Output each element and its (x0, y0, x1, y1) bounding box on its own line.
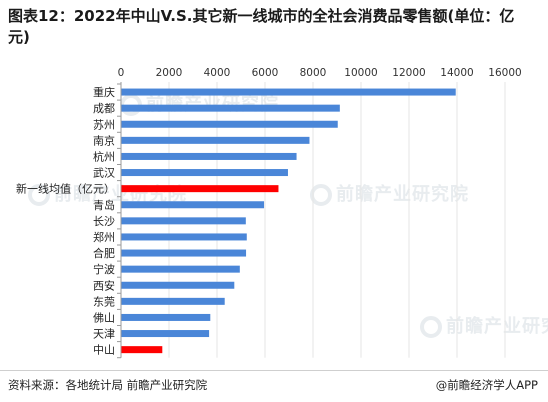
category-label: 杭州 (93, 149, 115, 163)
footer: 资料来源：各地统计局 前瞻产业研究院 @前瞻经济学人APP (0, 370, 548, 395)
x-tick-label: 6000 (252, 67, 279, 79)
bar-chart: 0 2000 4000 6000 8000 10000 12000 14000 16000 重庆成… (16, 67, 522, 359)
x-tick-label: 14000 (440, 67, 473, 79)
bar (121, 217, 246, 225)
watermark: 前瞻产业研究院 (420, 312, 548, 338)
x-tick-label: 12000 (392, 67, 425, 79)
category-label: 西安 (93, 278, 115, 292)
bar (121, 297, 225, 305)
category-label: 东莞 (93, 295, 115, 308)
category-label: 南京 (93, 133, 115, 147)
bar (121, 169, 288, 177)
bar (121, 265, 240, 273)
bar (121, 120, 338, 128)
bar (121, 104, 340, 112)
watermark: 前瞻产业研究院 (310, 180, 469, 206)
bar (121, 346, 163, 354)
category-label: 新一线均值（亿元） (16, 182, 115, 196)
x-tick-label: 16000 (488, 67, 521, 79)
category-label: 天津 (93, 328, 115, 341)
category-label: 郑州 (93, 230, 115, 244)
bar (121, 233, 247, 241)
category-label: 成都 (93, 102, 115, 115)
x-tick-label: 10000 (344, 67, 377, 79)
category-label: 武汉 (93, 167, 115, 180)
bar (121, 201, 265, 209)
category-label: 宁波 (93, 262, 115, 276)
bar (121, 152, 297, 160)
source-note: 资料来源：各地统计局 前瞻产业研究院 (8, 378, 208, 392)
bar (121, 313, 211, 321)
brand-credit: @前瞻经济学人APP (435, 378, 538, 392)
x-tick-label: 0 (118, 67, 125, 79)
x-tick-label: 2000 (156, 67, 183, 79)
category-label: 苏州 (93, 118, 115, 131)
bar (121, 281, 235, 289)
category-label: 合肥 (93, 246, 115, 260)
bar (121, 330, 210, 338)
category-label: 中山 (93, 344, 115, 357)
bar (121, 136, 310, 144)
bar (121, 249, 247, 257)
category-label: 佛山 (93, 311, 115, 324)
category-label: 重庆 (93, 85, 115, 99)
bar (121, 185, 279, 193)
bar (121, 88, 456, 96)
chart-title: 图表12：2022年中山V.S.其它新一线城市的全社会消费品零售额(单位：亿元) (8, 7, 515, 46)
x-tick-label: 8000 (300, 67, 327, 79)
x-tick-label: 4000 (204, 67, 231, 79)
category-label: 青岛 (93, 198, 115, 212)
category-label: 长沙 (93, 215, 115, 228)
